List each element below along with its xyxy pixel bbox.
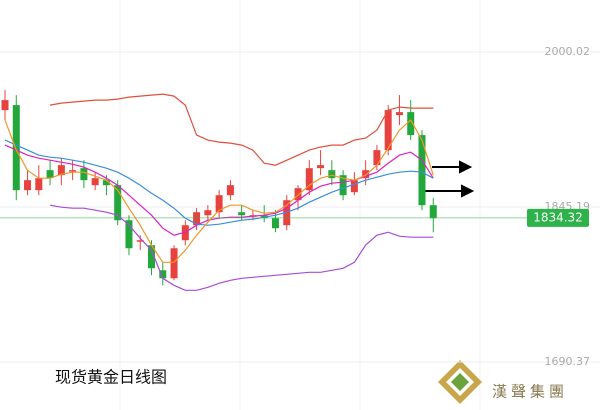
candle-body (57, 165, 65, 176)
y-tick-label: 1690.37 (545, 355, 591, 368)
candle-body (148, 245, 156, 269)
candle-body (384, 110, 392, 151)
chart-title: 现货黄金日线图 (55, 368, 167, 387)
background-grid (119, 0, 481, 410)
candle-body (102, 180, 110, 186)
last-price-box (527, 208, 589, 227)
candle-body (35, 178, 43, 191)
candle-body (125, 220, 133, 249)
indicator-line (4, 144, 434, 236)
candle-body (114, 185, 122, 221)
indicator-line (4, 119, 434, 263)
indicator-line (4, 139, 434, 226)
logo-text: 漢聲集團 (492, 383, 568, 401)
candle-body (69, 170, 77, 172)
candle-body (238, 212, 246, 216)
candle-body (46, 170, 54, 179)
candle-body (12, 105, 20, 191)
candle-body (362, 170, 370, 179)
candle-body (339, 175, 347, 196)
indicator-line (49, 93, 434, 166)
candle-body (80, 168, 88, 181)
candle-body (226, 185, 234, 196)
candle-body (407, 112, 415, 136)
candle-body (159, 270, 167, 279)
candle-body (395, 112, 403, 116)
candle-body (328, 170, 336, 179)
candle-body (215, 195, 223, 213)
candle-body (91, 178, 99, 186)
y-tick-label: 2000.02 (545, 45, 591, 58)
indicator-line (49, 204, 434, 291)
candle-body (294, 188, 302, 201)
candle-body (418, 135, 426, 206)
candle-body (350, 180, 358, 193)
candle-body (193, 212, 201, 226)
arrows (422, 160, 475, 198)
candle-body (305, 168, 313, 191)
candle-body (170, 248, 178, 279)
candle-body (136, 240, 144, 242)
candle-body (429, 205, 437, 219)
last-price-label: 1834.32 (533, 210, 583, 224)
candle-body (1, 100, 9, 111)
candle-body (373, 150, 381, 166)
candle-body (24, 180, 32, 191)
candle-body (317, 165, 325, 169)
candle-body (271, 218, 279, 229)
logo: 漢聲集團 (438, 360, 568, 404)
candle-body (204, 210, 212, 216)
